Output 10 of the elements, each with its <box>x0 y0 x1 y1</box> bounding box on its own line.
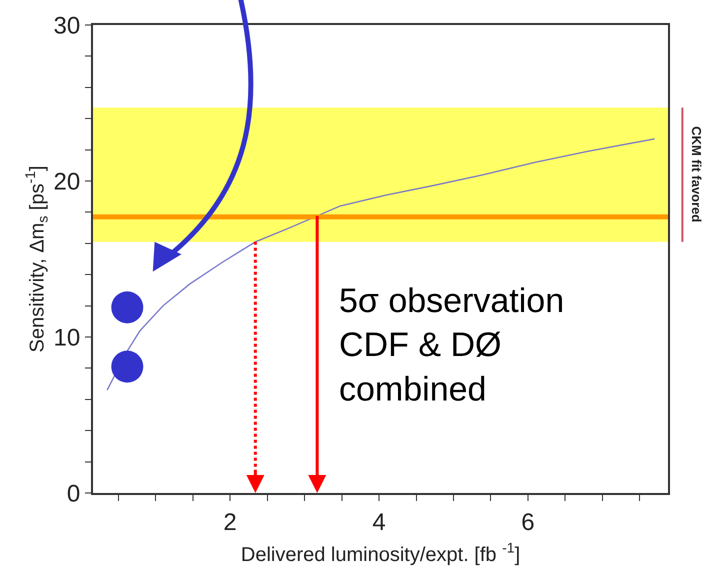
x-tick-label: 4 <box>372 508 386 536</box>
band-label: CKM fit favored <box>689 126 704 222</box>
y-tick-label: 20 <box>53 168 80 196</box>
x-tick-label: 2 <box>223 508 237 536</box>
x-tick-label: 6 <box>521 508 535 536</box>
y-tick-label: 30 <box>53 12 80 40</box>
y-tick-label: 0 <box>66 480 80 508</box>
annotation: 5σ observation CDF & DØ combined <box>339 282 564 408</box>
x-axis-title: Delivered luminosity/expt. [fb $^{-1}$] <box>240 539 520 566</box>
y-tick-label: 10 <box>53 324 80 352</box>
